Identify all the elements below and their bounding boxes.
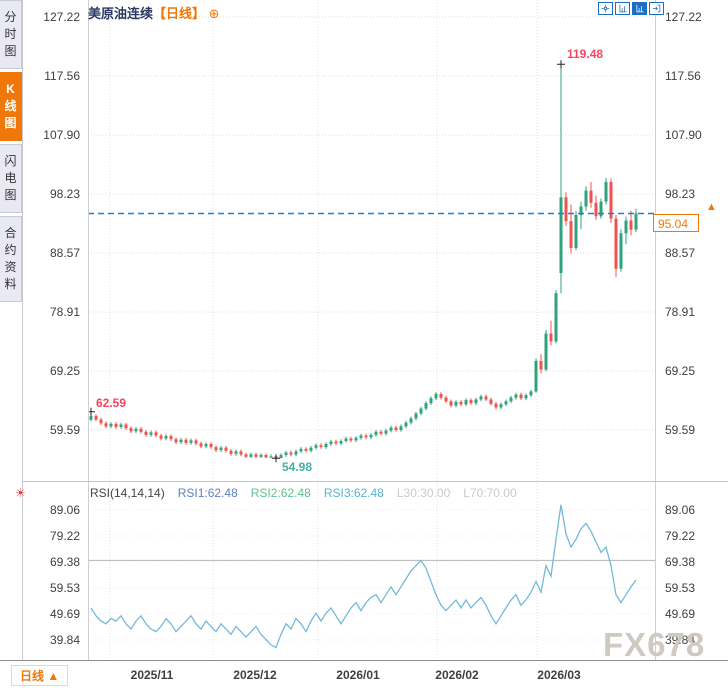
rsi-axis-label-right: 39.84 (665, 633, 696, 647)
price-up-arrow-icon: ▲ (706, 201, 717, 213)
price-axis-label-right: 88.57 (665, 246, 696, 260)
price-axis-label-right: 59.59 (665, 423, 696, 437)
x-axis-label: 2026/02 (435, 668, 479, 682)
sidebar: 分时图 K线图闪电图合约资料 (0, 0, 23, 660)
x-axis-label: 2025/12 (233, 668, 277, 682)
annotation-low: 54.98 (282, 460, 313, 475)
rsi-axis-label-left: 69.38 (49, 555, 80, 569)
period-label: 【日线】 (153, 6, 206, 21)
price-axis-label-right: 117.56 (665, 69, 701, 83)
price-axis-label-right: 98.23 (665, 187, 696, 201)
sidebar-tab-0[interactable]: 分时图 (0, 0, 22, 69)
rsi-axis-label-right: 49.69 (665, 607, 696, 621)
sidebar-tab-1[interactable]: K线图 (0, 72, 22, 141)
rsi-axis-label-right: 59.53 (665, 581, 696, 595)
price-axis-label-left: 127.22 (43, 10, 80, 24)
annotation-high: 62.59 (96, 395, 127, 410)
rsi-value-4: L70:70.00 (463, 486, 517, 500)
add-indicator-icon[interactable]: ⊕ (208, 6, 220, 21)
exit-chart-icon[interactable] (649, 2, 664, 15)
sidebar-tab-3[interactable]: 合约资料 (0, 216, 22, 302)
symbol-name: 美原油连续 (88, 6, 154, 21)
x-axis-label: 2026/01 (336, 668, 380, 682)
sidebar-tab-2[interactable]: 闪电图 (0, 144, 22, 213)
x-axis-label: 2026/03 (537, 668, 581, 682)
rsi-axis-label-left: 59.53 (49, 581, 80, 595)
rsi-axis-label-left: 49.69 (49, 607, 80, 621)
price-axis-label-right: 78.91 (665, 305, 696, 319)
rsi-axis-label-left: 89.06 (49, 503, 80, 517)
rsi-axis-label-right: 89.06 (665, 503, 696, 517)
dropdown-arrow-icon: ▲ (47, 669, 60, 683)
price-axis-label-left: 107.90 (43, 128, 80, 142)
chart-title: 美原油连续【日线】 ⊕ (88, 3, 220, 22)
rsi-axis-label-left: 39.84 (49, 633, 80, 647)
price-axis-label-left: 117.56 (44, 69, 80, 83)
watermark: FX678 (603, 626, 706, 663)
annotation-high: 119.48 (567, 47, 604, 62)
rsi-axis-label-right: 79.22 (665, 529, 696, 543)
rsi-value-3: L30:30.00 (396, 486, 451, 500)
crosshair-icon[interactable] (598, 2, 613, 15)
period-dropdown[interactable]: 日线 ▲ (11, 665, 69, 686)
price-axis-label-left: 88.57 (49, 246, 80, 260)
price-axis-label-right: 107.90 (665, 128, 702, 142)
last-price-tag: 95.04 (653, 214, 699, 232)
right-axis-line (655, 0, 656, 660)
price-axis-label-right: 127.22 (665, 10, 702, 24)
price-axis-label-right: 69.25 (665, 364, 696, 378)
price-axis-label-left: 78.91 (49, 305, 80, 319)
rsi-value-2: RSI3:62.48 (323, 486, 384, 500)
pane-divider (22, 481, 728, 482)
price-chart-svg (87, 0, 655, 660)
candlestick-plot[interactable] (87, 0, 655, 660)
bar-chart-icon[interactable] (632, 2, 647, 15)
period-dropdown-label: 日线 (20, 669, 45, 683)
price-axis-label-left: 59.59 (49, 423, 80, 437)
chart-toolbar (598, 2, 664, 15)
rsi-name: RSI(14,14,14) (90, 486, 165, 500)
price-axis-label-left: 98.23 (49, 187, 80, 201)
rsi-axis-label-left: 79.22 (49, 529, 80, 543)
rsi-value-1: RSI2:62.48 (250, 486, 311, 500)
price-axis-label-left: 69.25 (49, 364, 80, 378)
axis-chart-icon[interactable] (615, 2, 630, 15)
rsi-settings-icon[interactable]: ☀ (15, 486, 26, 500)
left-axis-line (88, 0, 89, 660)
rsi-axis-label-right: 69.38 (665, 555, 696, 569)
rsi-indicator-header: RSI(14,14,14) RSI1:62.48 RSI2:62.48 RSI3:62… (90, 486, 530, 500)
rsi-value-0: RSI1:62.48 (177, 486, 238, 500)
x-axis-label: 2025/11 (130, 668, 174, 682)
x-axis-bar: 日线 ▲ 2025/11 2025/12 2026/01 2026/02 2026/03 (0, 660, 728, 688)
